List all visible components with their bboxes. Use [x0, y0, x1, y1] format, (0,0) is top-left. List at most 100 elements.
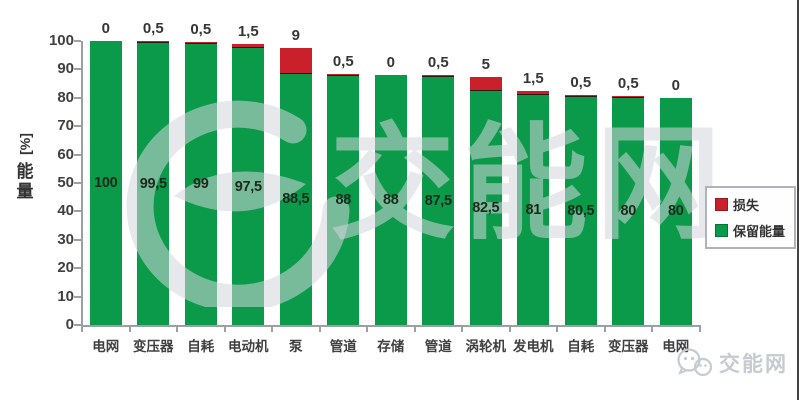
x-category-label: 变压器: [608, 339, 649, 354]
footer-brand: 交能网: [675, 347, 788, 379]
bar-value-label: 80,5: [567, 202, 595, 219]
y-tick-label: 30: [57, 230, 74, 248]
x-tick-mark: [271, 327, 273, 332]
y-tick-label: 90: [57, 60, 74, 78]
x-tick-mark: [413, 327, 416, 332]
x-tick-mark: [81, 327, 83, 332]
footer-brand-text: 交能网: [719, 353, 788, 376]
bar-segment-loss: [469, 76, 502, 91]
x-category-label: 电动机: [228, 339, 269, 354]
x-category-label: 泵: [289, 339, 303, 354]
x-tick-mark: [176, 327, 178, 332]
bar-segment-retained: [422, 76, 455, 325]
y-tick-label: 20: [57, 259, 74, 277]
y-tick-mark: [74, 238, 81, 241]
y-tick-mark: [74, 182, 81, 184]
bar-loss-label: 0,5: [427, 54, 449, 72]
y-axis-title: [%] 能 量: [10, 133, 40, 202]
bar-loss-label: 0: [386, 54, 395, 72]
bar-segment-loss: [279, 48, 312, 74]
wechat-icon: [677, 348, 713, 377]
y-axis-title-char: 能: [16, 162, 34, 181]
bar-segment-retained: [564, 96, 597, 325]
x-category-label: 发电机: [513, 339, 554, 354]
bar-segment-retained: [517, 94, 550, 325]
x-category-label: 存储: [377, 339, 405, 354]
x-category-label: 自耗: [567, 339, 595, 354]
bar-loss-label: 0,5: [617, 75, 639, 93]
legend-label-loss: 损失: [733, 198, 760, 213]
legend-item-loss: 损失: [715, 195, 785, 214]
bar-segment-retained: [659, 97, 692, 325]
loss-color-swatch-icon: [715, 198, 728, 211]
bar-loss-label: 0,5: [570, 73, 592, 91]
bar-segment-loss: [184, 42, 217, 45]
y-tick-mark: [74, 295, 81, 298]
legend-label-retained: 保留能量: [733, 224, 786, 239]
y-tick-label: 0: [65, 316, 74, 333]
bar-segment-retained: [469, 90, 502, 325]
bar-loss-label: 0: [101, 20, 110, 37]
chart-legend: 损失 保留能量: [705, 186, 797, 249]
bar-value-label: 80: [620, 203, 637, 220]
bar-loss-label: 9: [291, 27, 300, 45]
bar-value-label: 87,5: [424, 192, 452, 209]
y-tick-label: 70: [57, 117, 74, 135]
bar-segment-loss: [137, 41, 170, 43]
y-tick-mark: [74, 267, 81, 270]
y-tick-label: 100: [48, 32, 74, 49]
bar-segment-loss: [517, 90, 550, 95]
y-axis-line: [81, 41, 83, 330]
x-tick-mark: [461, 327, 463, 332]
x-tick-mark: [651, 327, 653, 332]
x-category-label: 管道: [424, 339, 452, 354]
bar-loss-label: 0,5: [190, 21, 212, 39]
y-tick-label: 50: [57, 174, 74, 191]
x-category-label: 管道: [329, 339, 357, 354]
bar-loss-label: 5: [481, 55, 490, 73]
x-axis-line: [81, 325, 701, 327]
bar-value-label: 81: [525, 201, 542, 218]
x-tick-mark: [366, 327, 368, 332]
bar-segment-loss: [422, 75, 455, 78]
bar-loss-label: 1,5: [237, 22, 259, 40]
retained-color-swatch-icon: [715, 224, 728, 237]
bar-value-label: 100: [94, 175, 118, 191]
bar-segment-loss: [612, 96, 645, 99]
x-category-label: 变压器: [133, 339, 174, 354]
y-tick-label: 10: [57, 287, 74, 305]
y-tick-mark: [74, 153, 81, 156]
bar-value-label: 82,5: [472, 199, 500, 216]
bar-segment-loss: [232, 43, 265, 49]
bar-segment-retained: [89, 41, 122, 325]
y-tick-mark: [74, 68, 81, 71]
y-tick-mark: [74, 125, 81, 128]
x-category-label: 自耗: [187, 339, 215, 354]
bar-loss-label: 0,5: [142, 20, 164, 37]
bar-segment-retained: [374, 75, 407, 325]
y-axis-title-char: 量: [16, 182, 34, 201]
y-tick-mark: [74, 324, 81, 326]
x-tick-mark: [603, 327, 606, 332]
y-tick-mark: [74, 96, 81, 99]
right-edge-border: [797, 0, 799, 400]
x-tick-mark: [698, 327, 701, 332]
bar-segment-loss: [564, 94, 597, 97]
bar-loss-label: 0,5: [332, 52, 354, 70]
y-tick-label: 80: [57, 88, 74, 106]
y-tick-label: 60: [57, 145, 74, 163]
x-category-label: 电网: [662, 339, 690, 354]
bar-loss-label: 1,5: [522, 69, 544, 87]
x-tick-mark: [128, 327, 131, 332]
x-tick-mark: [508, 327, 511, 332]
bar-segment-retained: [612, 97, 645, 325]
bar-loss-label: 0: [671, 76, 680, 94]
y-tick-mark: [74, 210, 81, 213]
bar-value-label: 88: [382, 192, 399, 209]
legend-item-retained: 保留能量: [715, 221, 785, 240]
bar-value-label: 80: [667, 203, 684, 220]
y-tick-label: 40: [57, 202, 74, 220]
x-tick-mark: [556, 327, 558, 332]
y-tick-mark: [74, 40, 81, 42]
